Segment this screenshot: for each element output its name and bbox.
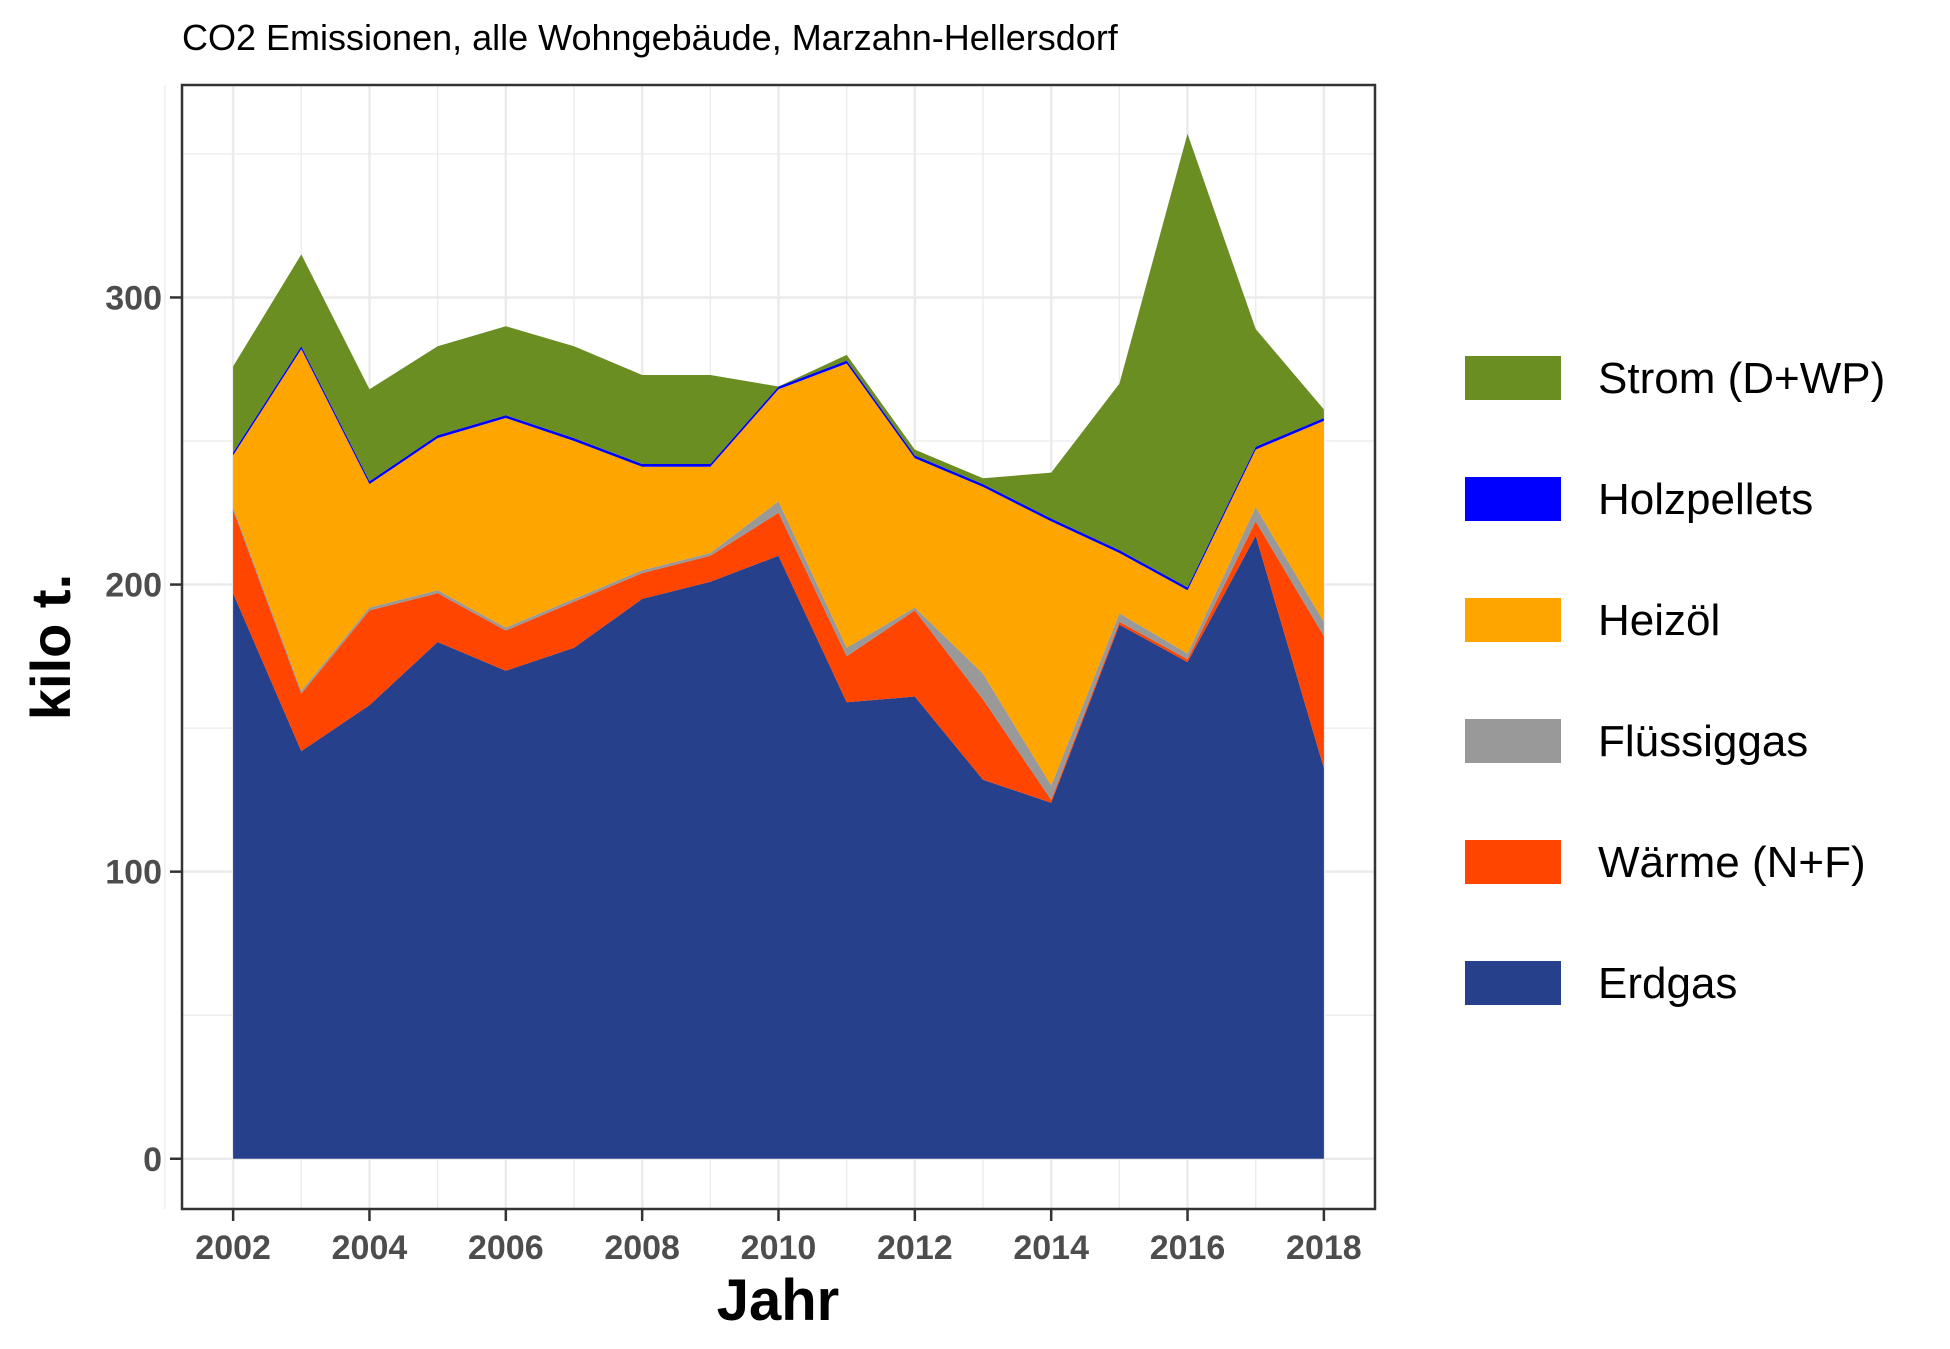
x-tick-label: 2004 bbox=[332, 1229, 408, 1267]
legend-label: Holzpellets bbox=[1598, 475, 1813, 524]
area-strom-d-wp bbox=[233, 133, 1324, 588]
legend-key bbox=[1465, 598, 1561, 642]
legend-key bbox=[1465, 356, 1561, 400]
legend-label: Wärme (N+F) bbox=[1598, 838, 1866, 887]
legend-label: Flüssiggas bbox=[1598, 717, 1808, 766]
area-heizöl bbox=[233, 349, 1324, 786]
legend-label: Heizöl bbox=[1598, 596, 1720, 645]
y-tick-label: 100 bbox=[105, 854, 162, 892]
legend-key bbox=[1465, 719, 1561, 763]
legend-label: Erdgas bbox=[1598, 959, 1737, 1008]
legend-key bbox=[1465, 477, 1561, 521]
legend-key bbox=[1465, 961, 1561, 1005]
x-tick-label: 2012 bbox=[877, 1229, 953, 1267]
y-axis-title: kilo t. bbox=[19, 574, 82, 720]
y-tick-label: 200 bbox=[105, 567, 162, 605]
chart-title: CO2 Emissionen, alle Wohngebäude, Marzah… bbox=[182, 17, 1119, 58]
x-tick-label: 2006 bbox=[468, 1229, 544, 1267]
legend-label: Strom (D+WP) bbox=[1598, 354, 1885, 403]
x-tick-label: 2016 bbox=[1150, 1229, 1226, 1267]
x-tick-label: 2014 bbox=[1013, 1229, 1089, 1267]
y-tick-label: 300 bbox=[105, 279, 162, 317]
x-axis-title: Jahr bbox=[717, 1268, 840, 1333]
area-flüssiggas bbox=[233, 501, 1324, 800]
x-axis: 2002 2004 2006 2008 2010 2012 2014 2016 2018 bbox=[195, 1209, 1362, 1267]
legend-key bbox=[1465, 840, 1561, 884]
x-tick-label: 2010 bbox=[741, 1229, 817, 1267]
area-erdgas bbox=[233, 535, 1324, 1159]
legend: Strom (D+WP) Holzpellets Heizöl Flüssiggas W… bbox=[1465, 354, 1885, 1008]
x-tick-label: 2018 bbox=[1286, 1229, 1362, 1267]
y-tick-label: 0 bbox=[143, 1141, 162, 1179]
y-axis: 0 100 200 300 bbox=[105, 279, 182, 1179]
x-tick-label: 2008 bbox=[604, 1229, 680, 1267]
area-series bbox=[233, 133, 1324, 1159]
x-tick-label: 2002 bbox=[195, 1229, 271, 1267]
